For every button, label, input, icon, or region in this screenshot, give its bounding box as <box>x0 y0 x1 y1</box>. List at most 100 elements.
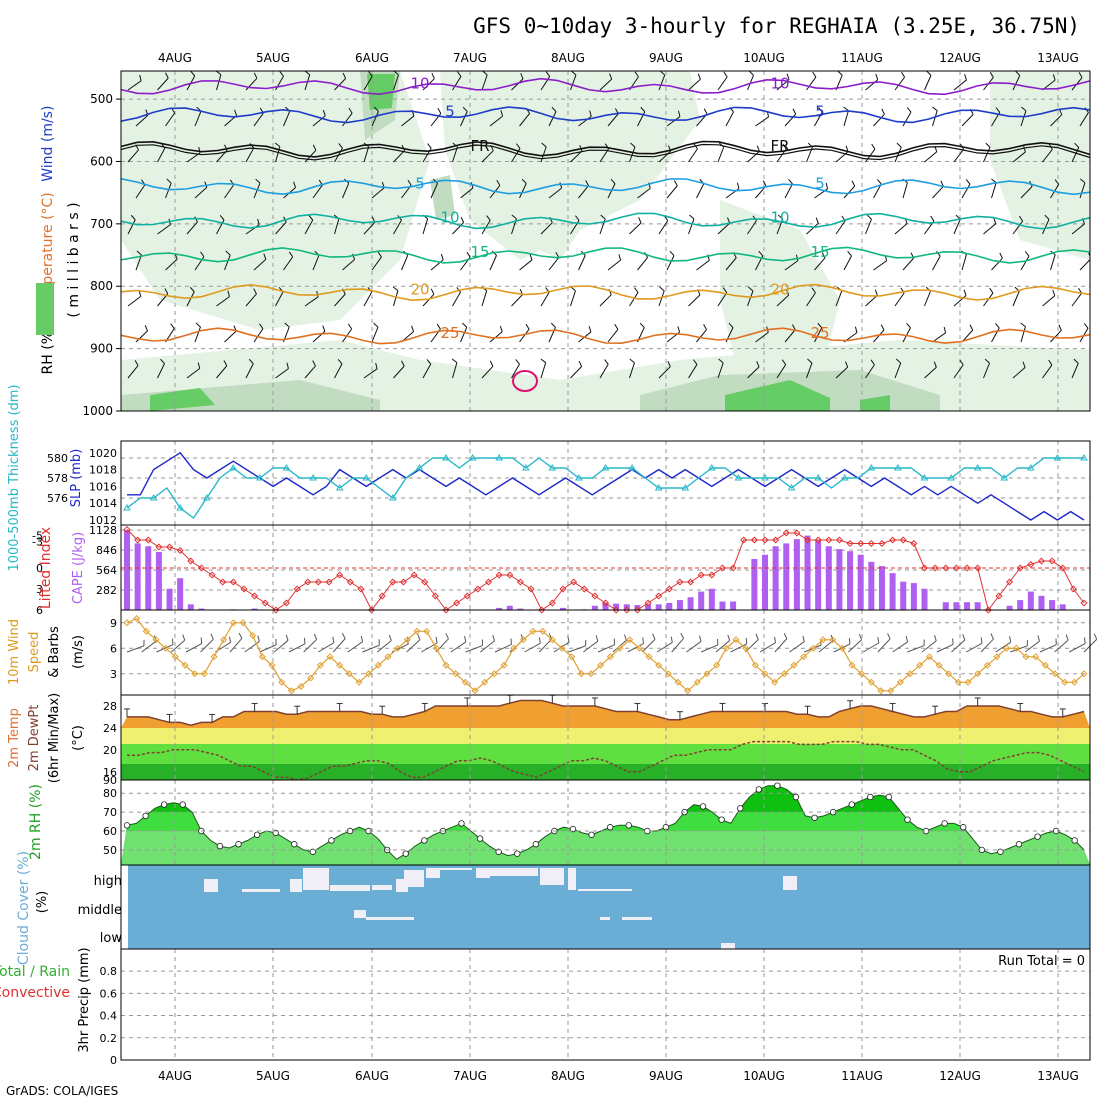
li-point-30 <box>442 606 450 614</box>
wind-point-77 <box>867 678 875 686</box>
cape-bar-78 <box>953 602 960 610</box>
upper-barb-154-flag <box>777 214 784 220</box>
surface-barb-35 <box>641 638 656 653</box>
surface-barb-51-flag <box>887 633 891 640</box>
upper-barb-291-flag <box>933 361 937 368</box>
upper-barb-254-flag <box>817 322 823 329</box>
li-point-59 <box>750 536 758 544</box>
li-point-57 <box>729 564 737 572</box>
upper-barb-291 <box>924 366 937 379</box>
surface-barb-40-flag <box>727 634 731 641</box>
upper-barb-1 <box>157 77 169 91</box>
upper-barb-109 <box>430 183 438 199</box>
li-point-26 <box>399 578 408 586</box>
upper-barb-209 <box>452 291 461 307</box>
wind-point-10 <box>220 636 228 644</box>
upper-barb-262 <box>1050 329 1062 343</box>
upper-barb-135-flag <box>219 215 225 221</box>
wind-point-85 <box>945 670 953 678</box>
surface-barb-21-flag <box>445 633 449 640</box>
upper-barb-220 <box>776 294 790 307</box>
upper-barb-197 <box>1079 258 1090 271</box>
isotherm-25-7 <box>121 327 1090 345</box>
bottom-day-label-12AUG: 12AUG <box>939 1069 981 1083</box>
wind-point-72 <box>819 636 827 644</box>
li-point-87 <box>1048 557 1056 565</box>
upper-barb-90 <box>835 151 849 163</box>
rh-high-1 <box>367 74 395 110</box>
cape-bar-84 <box>1017 600 1024 610</box>
wind-surface-barbs <box>126 632 1098 653</box>
upper-barb-185 <box>725 257 737 271</box>
upper-barb-113-flag <box>559 182 563 189</box>
upper-barb-289 <box>865 364 875 379</box>
upper-barb-277 <box>511 363 520 379</box>
upper-barb-239-flag <box>373 322 379 328</box>
upper-barb-167-flag <box>200 251 205 258</box>
li-point-32 <box>463 592 471 600</box>
upper-barb-153-flag <box>752 215 757 222</box>
surface-barb-41-flag <box>745 637 748 644</box>
surface-barb-27 <box>524 642 541 653</box>
surface-barb-37-flag <box>680 632 685 639</box>
upper-barb-160 <box>953 219 961 235</box>
top-day-labels: 4AUG 5AUG 6AUG 7AUG 8AUG 9AUG 10AUG 11AUG 12AUG 1… <box>158 51 1079 65</box>
upper-barb-73-flag <box>338 143 343 149</box>
rh-high-3 <box>725 380 830 411</box>
wind-point-52 <box>626 636 634 644</box>
surface-barb-45-flag <box>802 635 805 642</box>
upper-barb-136-flag <box>257 218 260 225</box>
li-point-37 <box>516 578 524 586</box>
upper-barb-229-flag <box>1052 289 1056 296</box>
li-point-71 <box>878 539 886 548</box>
upper-barb-48-flag <box>589 110 592 117</box>
thickness-point-56 <box>867 464 876 471</box>
upper-barb-71-flag <box>274 142 281 148</box>
rh2m-point-2 <box>142 812 149 820</box>
surface-barb-0 <box>126 645 145 653</box>
upper-barb-177 <box>489 255 497 271</box>
li-point-64 <box>803 536 812 544</box>
cloud-fill <box>128 865 1090 949</box>
surface-barb-8-flag <box>257 635 260 642</box>
upper-barb-102 <box>224 184 235 199</box>
li-point-22 <box>357 585 365 593</box>
li-point-77 <box>942 564 950 572</box>
li-point-83 <box>1006 578 1014 586</box>
wind-point-16 <box>278 678 286 686</box>
li-point-39 <box>538 606 546 614</box>
upper-barb-266 <box>186 367 201 379</box>
upper-barb-19 <box>688 78 701 91</box>
li-point-15 <box>282 599 291 607</box>
wind-point-0 <box>123 619 131 627</box>
wind-point-27 <box>384 653 392 661</box>
li-point-27 <box>410 571 418 579</box>
surface-barb-51 <box>877 638 891 653</box>
rh-area-5 <box>990 71 1090 260</box>
upper-barb-112 <box>519 183 527 199</box>
upper-barb-117 <box>666 185 678 199</box>
cape-bar-4 <box>166 588 173 610</box>
surface-barb-38 <box>686 641 702 653</box>
rh2m-point-6 <box>179 801 186 808</box>
rh2m-point-0 <box>123 822 131 829</box>
upper-barb-280-flag <box>604 359 609 365</box>
wind-tick-6: 6 <box>110 642 117 655</box>
precip-tick-0.4: 0.4 <box>100 1010 118 1023</box>
isotherm-30-cell <box>512 370 538 392</box>
upper-barb-123 <box>843 185 856 199</box>
upper-barb-287 <box>806 362 813 379</box>
upper-barb-166 <box>165 258 178 271</box>
upper-barb-281-flag <box>629 358 635 364</box>
thickness-tick-580: 580 <box>47 452 68 465</box>
wind-point-66 <box>761 670 769 678</box>
upper-barb-144-flag <box>486 215 491 221</box>
upper-barb-104-flag <box>293 181 297 188</box>
cape-bar-68 <box>847 551 854 610</box>
upper-barb-172-flag <box>352 253 356 260</box>
upper-barb-244-flag <box>525 323 530 330</box>
thickness-point-10 <box>256 474 264 481</box>
thickness-point-46 <box>734 474 743 481</box>
upper-barb-148-flag <box>600 214 606 220</box>
top-day-label-6AUG: 6AUG <box>355 51 389 65</box>
